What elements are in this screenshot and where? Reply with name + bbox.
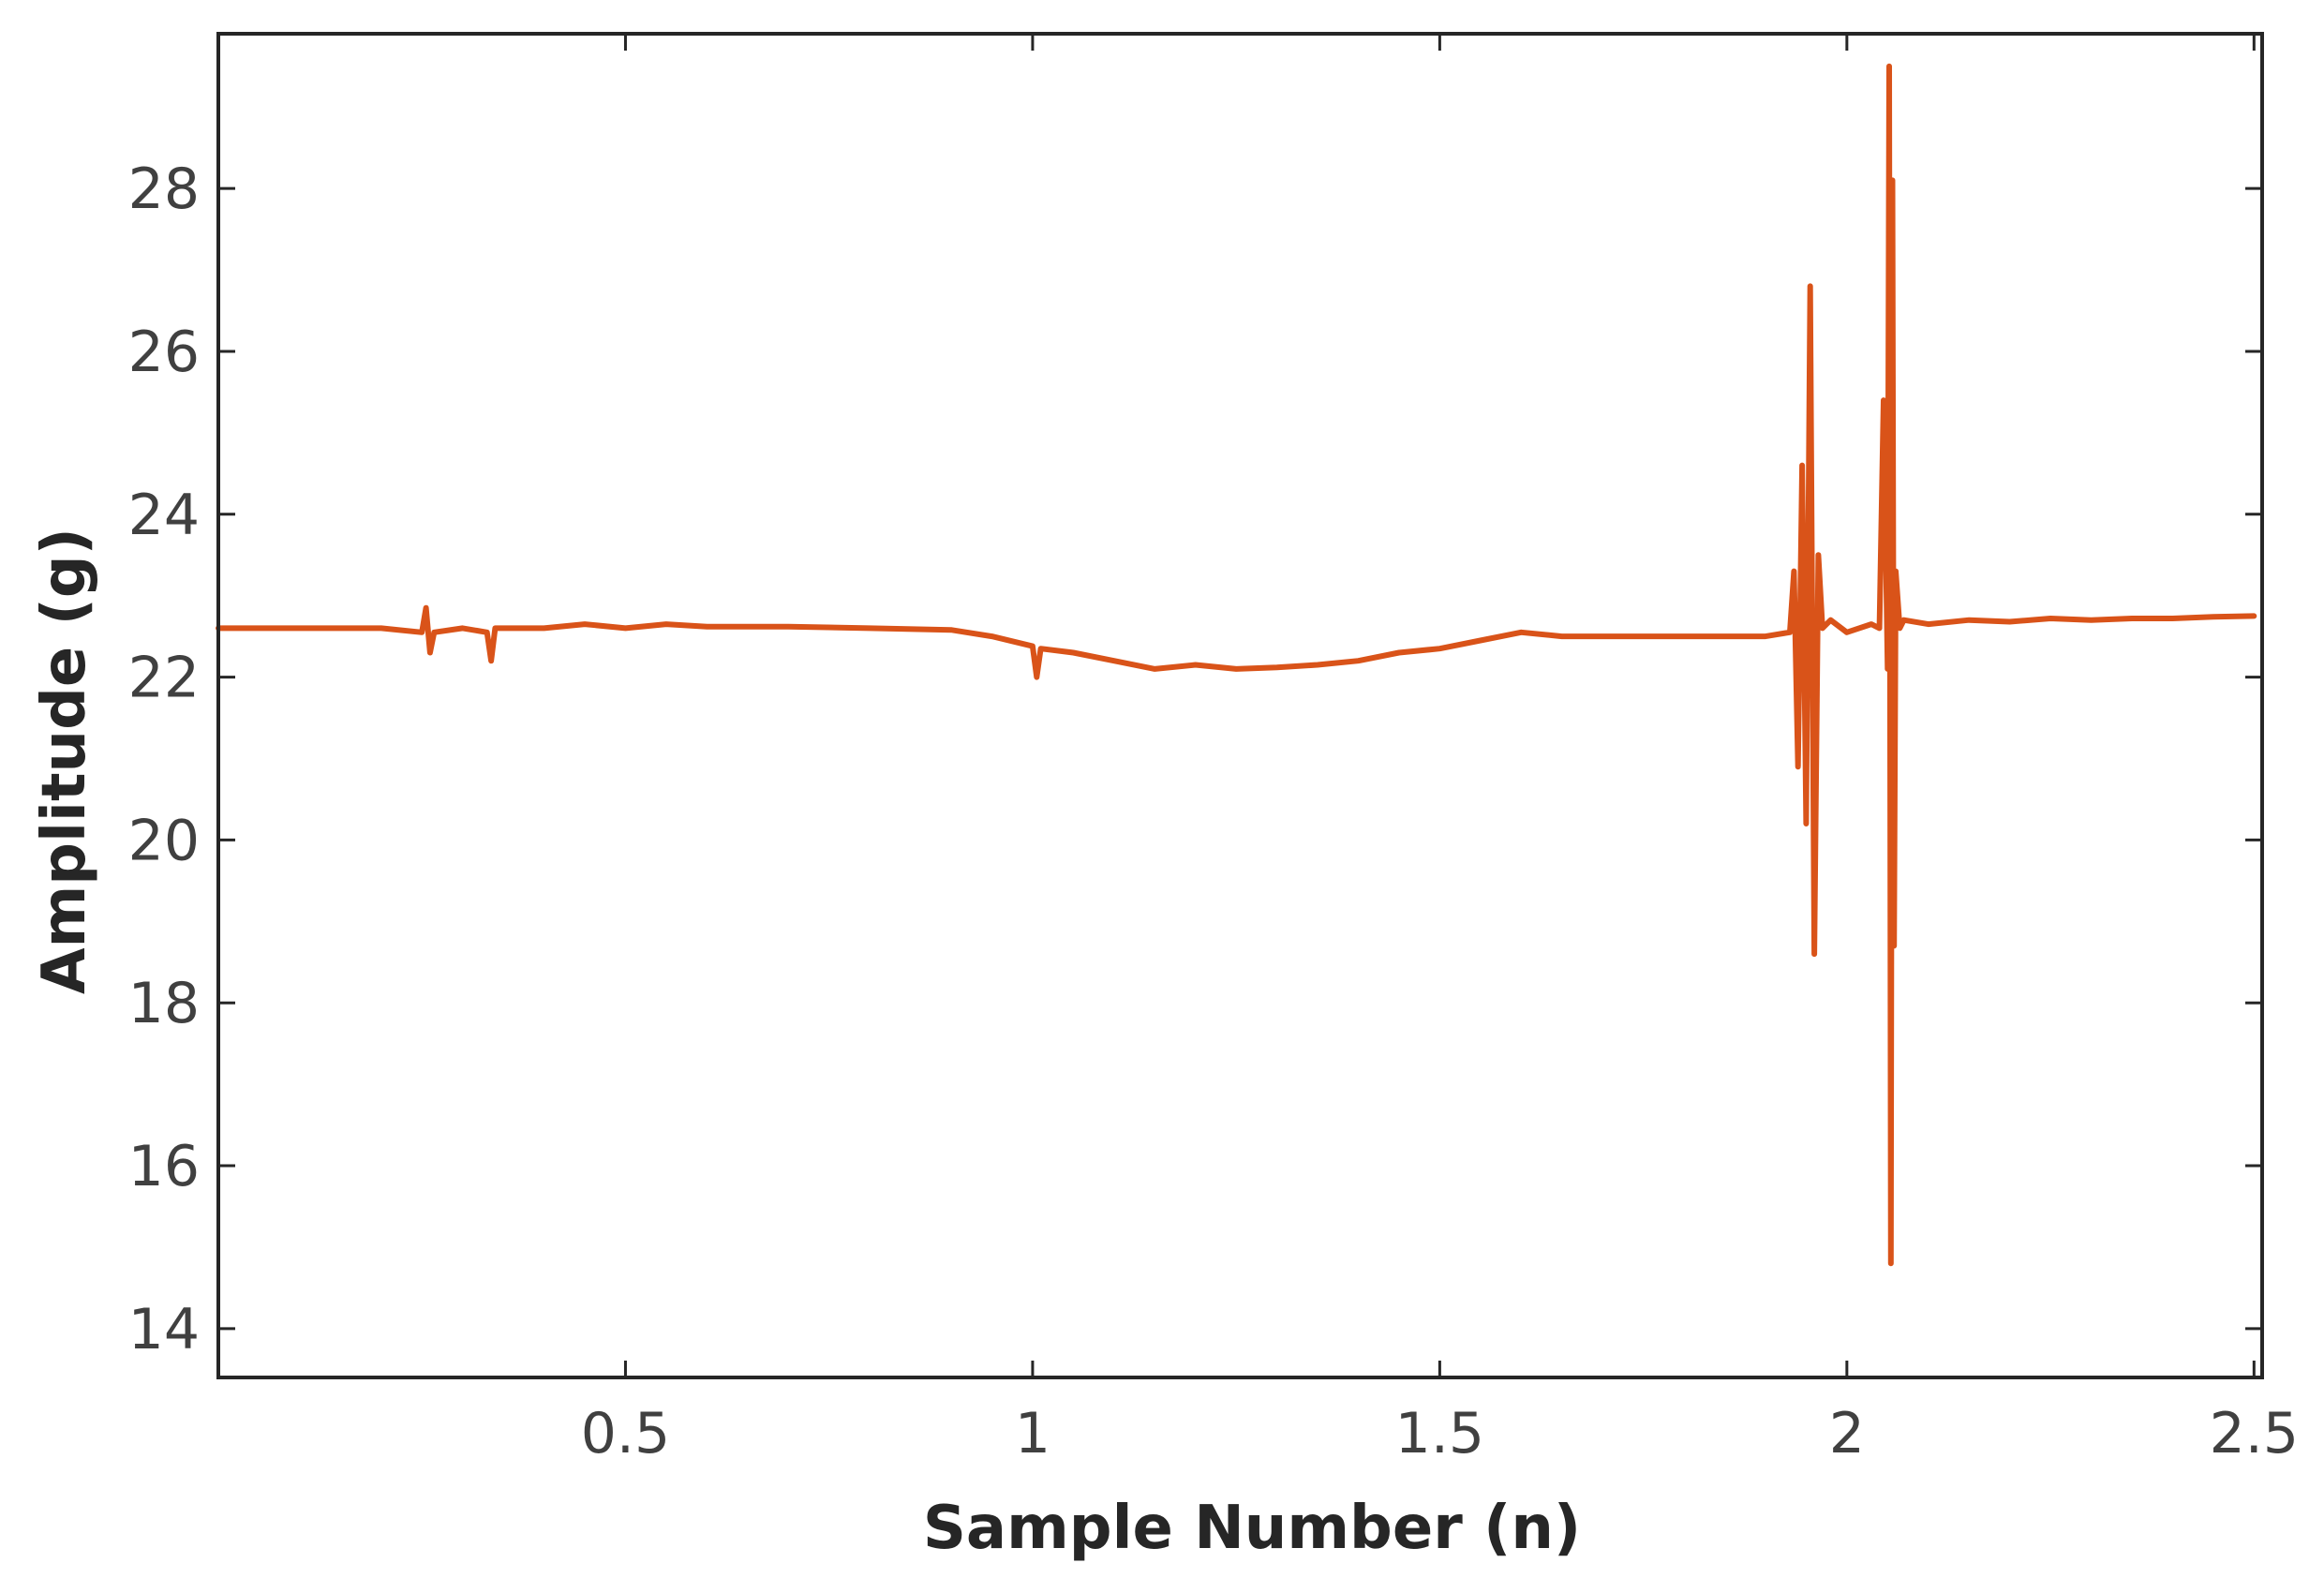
x-tick-label: 1 [1015,1401,1050,1466]
y-tick-label: 20 [128,808,200,873]
y-tick-label: 16 [128,1134,200,1199]
series-line-0 [216,63,2257,1267]
x-tick-label: 2.5 [2210,1401,2299,1466]
y-tick-label: 18 [128,971,200,1036]
series-layer [216,63,2257,1267]
y-tick-label: 24 [128,483,200,548]
plot-frame [216,32,2264,1379]
y-tick-label: 26 [128,320,200,385]
y-axis-label: Amplitude (g) [30,528,99,994]
x-axis-ticks: 0.5 1 1.5 2 2.5 [581,34,2299,1466]
x-tick-label: 0.5 [581,1401,670,1466]
x-axis-label: Sample Number (n) [923,1494,1581,1563]
y-axis-ticks: 14 16 18 20 22 24 26 28 [128,156,2262,1362]
plot-area [218,34,2262,1377]
y-tick-label: 28 [128,156,200,222]
x-tick-label: 2 [1829,1401,1865,1466]
y-tick-label: 22 [128,646,200,711]
y-tick-label: 14 [128,1297,200,1362]
x-tick-label: 1.5 [1395,1401,1484,1466]
